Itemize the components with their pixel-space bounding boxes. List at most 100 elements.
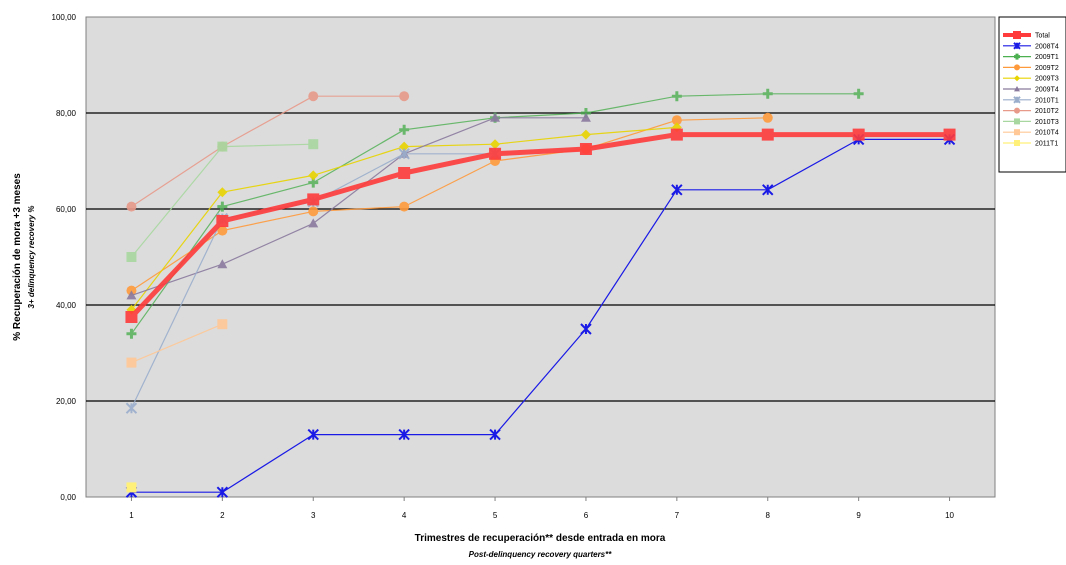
- data-point: [126, 290, 137, 300]
- legend-item: 2009T4: [1003, 86, 1059, 94]
- data-point: [762, 184, 774, 196]
- legend-item: 2011T1: [1003, 140, 1058, 148]
- legend-label: 2010T3: [1035, 119, 1059, 126]
- legend-swatch-marker: [1014, 75, 1020, 82]
- data-point: [670, 128, 683, 141]
- data-point: [308, 170, 319, 181]
- data-point: [580, 323, 592, 335]
- legend-item: 2009T1: [1003, 53, 1059, 61]
- data-point: [399, 141, 410, 152]
- legend-label: 2008T4: [1035, 43, 1059, 50]
- y-axis-title: % Recuperación de mora +3 meses: [12, 173, 23, 341]
- data-point: [308, 139, 319, 150]
- series-line: [129, 132, 950, 319]
- legend-label: 2010T1: [1035, 97, 1059, 104]
- legend-item: 2010T4: [1003, 129, 1059, 137]
- y-tick-label: 100,00: [52, 13, 77, 22]
- data-point: [489, 147, 502, 160]
- data-point: [126, 252, 137, 262]
- grid-lines: [86, 112, 995, 402]
- data-point: [761, 128, 774, 141]
- legend-label: 2011T1: [1035, 141, 1058, 148]
- data-point: [308, 206, 319, 217]
- data-point: [217, 141, 228, 152]
- data-point: [762, 112, 773, 123]
- series-line: [131, 138, 950, 493]
- data-point: [671, 115, 682, 126]
- legend-swatch-marker: [1014, 53, 1020, 60]
- y-axis-ticks: 0,00 20,00 40,00 60,00 80,00 100,00: [52, 13, 77, 502]
- data-point: [490, 112, 501, 122]
- data-point: [217, 187, 228, 198]
- x-tick-label: 5: [493, 511, 498, 520]
- legend: Total 2008T4 2009T1 2009T2 2009T3 2009T4 2010T…: [998, 16, 1066, 173]
- data-point: [125, 402, 138, 414]
- legend-box: [998, 16, 1066, 173]
- x-axis-subtitle: Post-delinquency recovery quarters**: [469, 550, 613, 559]
- data-point: [398, 148, 410, 160]
- data-point: [307, 193, 320, 206]
- data-point: [308, 218, 319, 228]
- legend-label: 2009T4: [1035, 87, 1059, 94]
- data-point: [762, 88, 773, 99]
- legend-label: 2010T4: [1035, 130, 1059, 137]
- data-point: [399, 91, 410, 102]
- legend-item: 2010T2: [1003, 107, 1059, 115]
- legend-label: 2009T3: [1035, 76, 1059, 83]
- data-point: [852, 128, 865, 141]
- series-line: [131, 95, 405, 208]
- series-2010T4: [126, 319, 228, 368]
- x-tick-label: 3: [311, 511, 316, 520]
- legend-item: 2009T3: [1003, 75, 1059, 83]
- x-axis-ticks: 1 2 3 4 5 6 7 8 9 10: [129, 497, 955, 520]
- y-tick-label: 20,00: [56, 397, 77, 406]
- data-point: [579, 143, 592, 155]
- series-2010T3: [126, 139, 319, 262]
- data-point: [489, 428, 501, 441]
- data-point: [308, 91, 319, 102]
- x-tick-label: 9: [856, 511, 861, 520]
- data-point: [399, 124, 410, 135]
- legend-label: 2009T1: [1035, 54, 1059, 61]
- data-point: [943, 128, 956, 141]
- legend-label: 2010T2: [1035, 108, 1059, 115]
- legend-swatch-marker: [1013, 42, 1021, 50]
- data-point: [307, 428, 319, 441]
- y-tick-label: 40,00: [56, 301, 77, 310]
- y-tick-label: 80,00: [56, 109, 77, 118]
- x-tick-label: 2: [220, 511, 225, 520]
- data-point: [399, 201, 410, 212]
- legend-swatch-marker: [1014, 86, 1020, 92]
- data-point: [126, 357, 137, 368]
- legend-swatch-marker: [1014, 129, 1020, 136]
- data-point: [853, 88, 864, 99]
- x-axis-title: Trimestres de recuperación** desde entra…: [415, 533, 666, 544]
- data-point: [125, 311, 138, 323]
- legend-label: 2009T2: [1035, 65, 1059, 72]
- y-tick-label: 60,00: [56, 205, 77, 214]
- x-tick-label: 1: [129, 511, 134, 520]
- series-line: [131, 117, 768, 292]
- x-tick-label: 10: [945, 511, 954, 520]
- data-point: [398, 167, 411, 179]
- legend-item: 2010T3: [1003, 118, 1059, 126]
- legend-swatch-marker: [1013, 96, 1021, 104]
- legend-item: Total: [1003, 31, 1050, 40]
- data-point: [671, 91, 682, 102]
- data-point: [217, 225, 228, 236]
- legend-item: 2008T4: [1003, 42, 1059, 50]
- data-point: [126, 201, 137, 212]
- series-2011T1: [126, 482, 137, 493]
- legend-label: Total: [1035, 33, 1050, 40]
- legend-swatch-marker: [1014, 140, 1020, 146]
- legend-swatch-marker: [1013, 31, 1021, 39]
- legend-item: 2009T2: [1003, 64, 1059, 72]
- series-layer: [125, 88, 956, 498]
- legend-items: Total 2008T4 2009T1 2009T2 2009T3 2009T4 2010T…: [1003, 31, 1059, 148]
- data-point: [580, 112, 591, 122]
- legend-swatch-marker: [1014, 64, 1020, 71]
- data-point: [490, 139, 501, 150]
- data-point: [217, 259, 228, 269]
- data-point: [217, 319, 228, 330]
